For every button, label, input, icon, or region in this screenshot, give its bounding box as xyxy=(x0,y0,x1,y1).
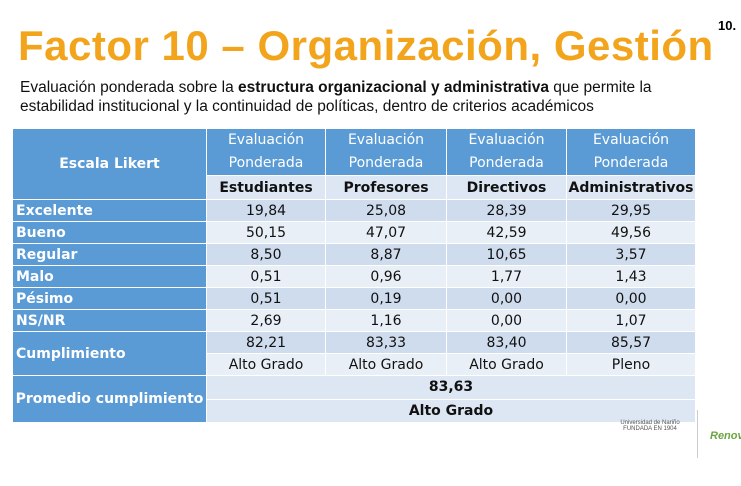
table-cell: Profesores xyxy=(325,175,447,200)
table-cell: 83,33 xyxy=(325,331,447,354)
table-cell: Excelente xyxy=(12,199,207,222)
table-cell: Evaluación Ponderada xyxy=(206,128,326,176)
separator xyxy=(697,410,698,458)
table-row: Excelente 19,84 25,08 28,39 29,95 xyxy=(12,199,696,222)
table-cell: Evaluación Ponderada xyxy=(566,128,696,176)
table-cell: 28,39 xyxy=(446,199,567,222)
desc-bold: estructura organizacional y administrati… xyxy=(238,79,549,96)
desc-intro: Evaluación ponderada sobre la xyxy=(20,79,239,96)
table-row: Pésimo 0,51 0,19 0,00 0,00 xyxy=(12,287,696,310)
table-cell: 3,57 xyxy=(566,243,696,266)
table-cell: Pleno xyxy=(566,353,696,376)
table-cell: NS/NR xyxy=(12,309,207,332)
table-cell: 1,07 xyxy=(566,309,696,332)
table-cell: 50,15 xyxy=(206,221,326,244)
slide-title: Factor 10 – Organización, Gestión xyxy=(18,22,714,69)
table-row: Alto Grado xyxy=(13,398,696,423)
table-row: Regular 8,50 8,87 10,65 3,57 xyxy=(12,243,696,266)
table-cell: 1,16 xyxy=(325,309,447,332)
table-row: Escala Likert Evaluación Ponderada Evaluac… xyxy=(12,128,696,200)
table-cell: 25,08 xyxy=(325,199,447,222)
table-cell: 42,59 xyxy=(446,221,567,244)
desc-rest: que permite la estabilidad institucional… xyxy=(20,79,652,115)
table-row: Promedio cumplimiento 83,63 xyxy=(12,375,696,423)
table-cell: 0,51 xyxy=(206,287,326,310)
table-row: Alto Grado Alto Grado Alto Grado Pleno xyxy=(13,353,696,376)
table-cell: 19,84 xyxy=(206,199,326,222)
table-cell: Evaluación Ponderada xyxy=(325,128,447,176)
table-cell: Alto Grado xyxy=(206,398,696,423)
table-cell: 1,77 xyxy=(446,265,567,288)
table-cell: 85,57 xyxy=(566,331,696,354)
table-cell: Escala Likert xyxy=(12,128,207,200)
table-cell: 1,43 xyxy=(566,265,696,288)
table-cell: 10,65 xyxy=(446,243,567,266)
table-row: NS/NR 2,69 1,16 0,00 1,07 xyxy=(12,309,696,332)
table-row: Cumplimiento 82,21 83,33 83,40 85,57 xyxy=(12,331,696,376)
table-cell: 0,96 xyxy=(325,265,447,288)
table-cell: 49,56 xyxy=(566,221,696,244)
table-cell: 0,51 xyxy=(206,265,326,288)
table-cell: 0,00 xyxy=(446,309,567,332)
table-cell: 8,87 xyxy=(325,243,447,266)
table-row: Bueno 50,15 47,07 42,59 49,56 xyxy=(12,221,696,244)
table-cell: Directivos xyxy=(446,175,567,200)
table-cell: Alto Grado xyxy=(206,353,326,376)
table-cell: 0,00 xyxy=(566,287,696,310)
table-row: Malo 0,51 0,96 1,77 1,43 xyxy=(12,265,696,288)
page-number: 10. xyxy=(718,18,737,33)
table-cell: Evaluación Ponderada xyxy=(446,128,567,176)
table-cell: 29,95 xyxy=(566,199,696,222)
table-cell: 83,40 xyxy=(446,331,567,354)
table-row: Estudiantes Profesores Directivos Administr… xyxy=(13,175,696,200)
table-cell: Estudiantes xyxy=(206,175,326,200)
table-cell: 83,63 xyxy=(206,375,696,400)
table-cell: Promedio cumplimiento xyxy=(12,375,207,423)
table-cell: 8,50 xyxy=(206,243,326,266)
logo-founded: FUNDADA EN 1904 xyxy=(623,426,677,432)
table-cell: 47,07 xyxy=(325,221,447,244)
university-logo: Universidad de Nariño FUNDADA EN 1904 xyxy=(620,420,680,432)
likert-table: Escala Likert Evaluación Ponderada Evaluac… xyxy=(12,128,696,423)
table-cell: 0,19 xyxy=(325,287,447,310)
table-cell: Alto Grado xyxy=(325,353,447,376)
table-cell: Malo xyxy=(12,265,207,288)
table-cell: 0,00 xyxy=(446,287,567,310)
brand-logo: Renov xyxy=(710,430,741,442)
description: Evaluación ponderada sobre la estructura… xyxy=(20,78,700,116)
table-cell: 82,21 xyxy=(206,331,326,354)
table-cell: Administrativos xyxy=(566,175,696,200)
table-cell: Cumplimiento xyxy=(12,331,207,376)
table-cell: Alto Grado xyxy=(446,353,567,376)
table-cell: 2,69 xyxy=(206,309,326,332)
table-cell: Bueno xyxy=(12,221,207,244)
table-cell: Regular xyxy=(12,243,207,266)
table-cell: Pésimo xyxy=(12,287,207,310)
logo-name: Universidad de Nariño xyxy=(620,420,680,426)
